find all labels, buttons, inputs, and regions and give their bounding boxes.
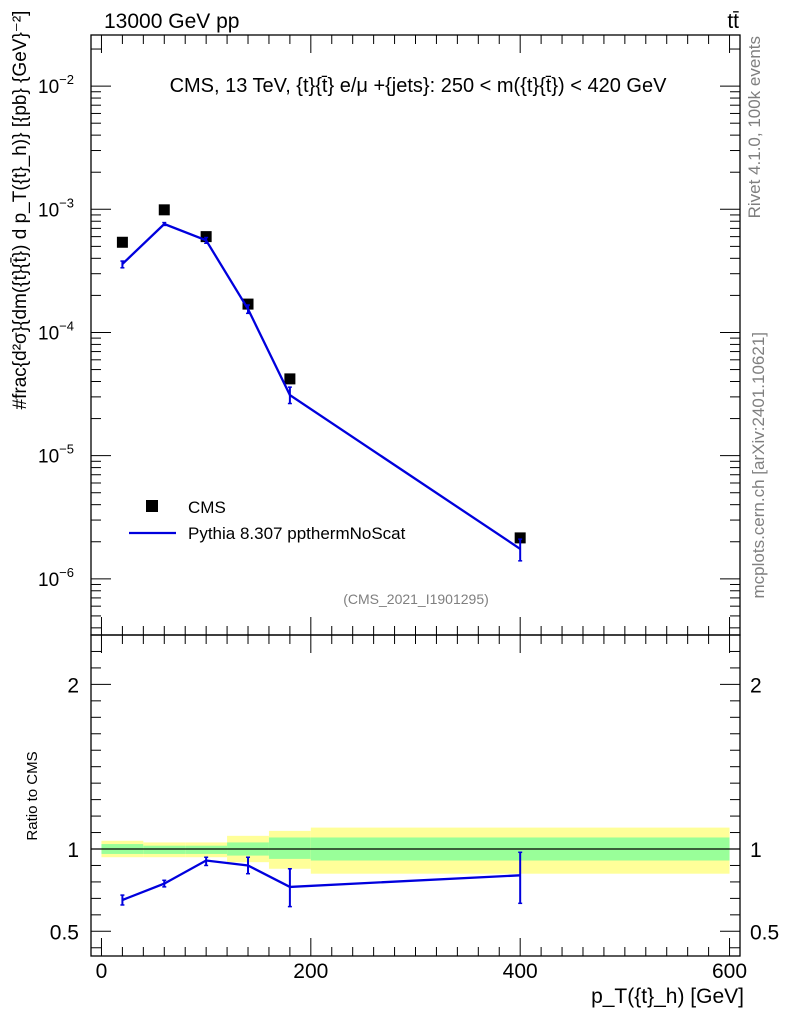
- ratio-y-tick-label-right: 2: [750, 674, 762, 697]
- x-tick-label: 0: [96, 960, 108, 983]
- ratio-inner-band: [143, 845, 186, 854]
- main-y-tick-label: 10−6: [38, 565, 74, 591]
- rivet-version-label: Rivet 4.1.0, 100k events: [745, 36, 764, 218]
- main-axes-layer: 10−6 10−5 10−4 10−3 10−2: [38, 35, 740, 635]
- pythia-series-line: [121, 222, 521, 550]
- ratio-pythia-line: [121, 859, 521, 902]
- main-y-tick-label: 10−5: [38, 442, 74, 468]
- x-axis-label: p_T({t}_h) [GeV]: [591, 985, 744, 1008]
- ratio-inner-band: [268, 837, 311, 859]
- analysis-watermark: (CMS_2021_I1901295): [343, 591, 489, 607]
- main-plot-title: CMS, 13 TeV, {t}{t̄} e/μ +{jets}: 250 < …: [170, 75, 668, 97]
- cms-data-point: [200, 231, 212, 243]
- header-right-label: tt̄: [727, 10, 739, 33]
- ratio-y-tick-label: 2: [67, 674, 79, 697]
- cms-data-point: [158, 204, 170, 216]
- ratio-y-tick-label: 0.5: [50, 921, 79, 944]
- ratio-inner-band: [185, 845, 228, 854]
- x-tick-label: 600: [712, 960, 747, 983]
- cms-data-point: [284, 373, 296, 385]
- legend-cms-label: CMS: [188, 498, 226, 517]
- ratio-plot-panel: 0.5 0.5 1 1 2 2 0 200 400 600 Ratio to CMS p_T({t…: [24, 634, 779, 1008]
- main-y-tick-exponent: −5: [59, 442, 74, 457]
- x-tick-label: 400: [503, 960, 538, 983]
- cms-data-point: [242, 298, 254, 310]
- main-plot-frame: [90, 34, 741, 636]
- legend: CMS Pythia 8.307 ppthermNoScat: [129, 498, 406, 543]
- ratio-data-layer: [120, 851, 523, 908]
- main-y-tick-label: 10−4: [38, 318, 74, 344]
- legend-pythia-label: Pythia 8.307 ppthermNoScat: [188, 524, 406, 543]
- main-y-tick-exponent: −6: [59, 565, 74, 580]
- ratio-uncertainty-bands: [91, 827, 740, 874]
- main-y-tick-exponent: −3: [59, 195, 74, 210]
- main-y-tick-exponent: −2: [59, 72, 74, 87]
- main-y-tick-label: 10−2: [38, 72, 74, 98]
- ratio-plot-frame: [90, 634, 741, 957]
- ratio-y-axis-label: Ratio to CMS: [24, 751, 41, 840]
- ratio-y-tick-label-right: 1: [750, 839, 762, 862]
- main-data-layer: [116, 204, 526, 562]
- ratio-axes-layer: 0.5 0.5 1 1 2 2 0 200 400 600: [50, 634, 779, 983]
- cms-data-point: [514, 532, 526, 544]
- cms-data-point: [116, 236, 128, 248]
- mcplots-label: mcplots.cern.ch [arXiv:2401.10621]: [749, 332, 768, 598]
- main-plot-panel: 10−6 10−5 10−4 10−3 10−2 CMS, 13 TeV, {t}{t̄…: [10, 11, 741, 636]
- ratio-y-tick-label-right: 0.5: [750, 921, 779, 944]
- ratio-y-tick-label: 1: [67, 839, 79, 862]
- header-left-label: 13000 GeV pp: [104, 10, 239, 33]
- legend-cms-marker: [146, 500, 158, 512]
- main-y-tick-exponent: −4: [59, 318, 74, 333]
- x-tick-label: 200: [293, 960, 328, 983]
- main-y-tick-label: 10−3: [38, 195, 74, 221]
- main-y-axis-label: #frac{d²σ}{dm({t}{t̄}) d p_T({t}_h)} [{p…: [10, 11, 31, 410]
